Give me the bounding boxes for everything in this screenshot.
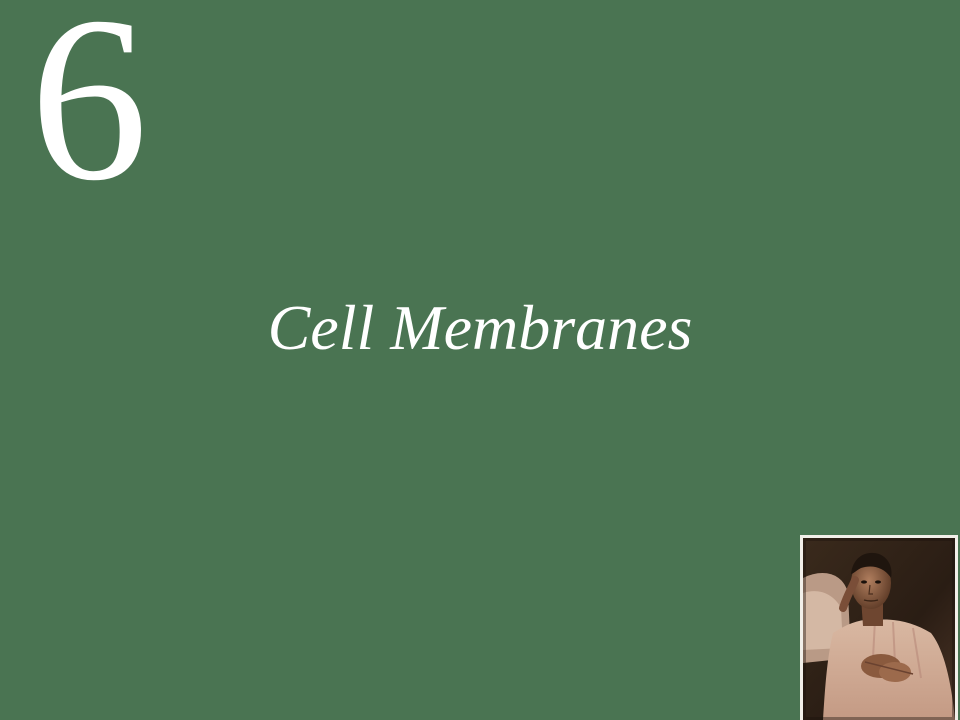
photo-frame bbox=[800, 535, 958, 720]
chapter-title: Cell Membranes bbox=[267, 292, 693, 363]
portrait-photo bbox=[803, 538, 955, 720]
chapter-number: 6 bbox=[30, 0, 148, 230]
